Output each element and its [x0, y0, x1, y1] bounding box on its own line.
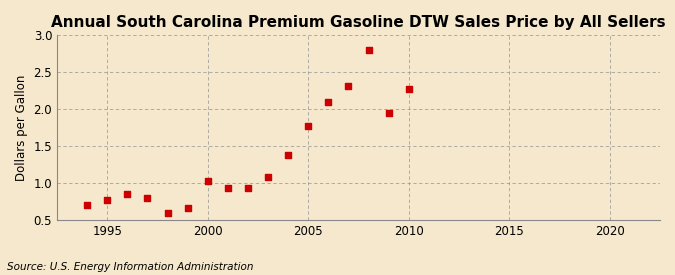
- Point: [323, 100, 333, 104]
- Point: [162, 211, 173, 215]
- Point: [142, 196, 153, 200]
- Point: [102, 198, 113, 202]
- Point: [363, 48, 374, 52]
- Point: [283, 153, 294, 157]
- Y-axis label: Dollars per Gallon: Dollars per Gallon: [15, 75, 28, 181]
- Title: Annual South Carolina Premium Gasoline DTW Sales Price by All Sellers: Annual South Carolina Premium Gasoline D…: [51, 15, 666, 30]
- Point: [343, 84, 354, 89]
- Point: [303, 124, 314, 128]
- Text: Source: U.S. Energy Information Administration: Source: U.S. Energy Information Administ…: [7, 262, 253, 272]
- Point: [202, 179, 213, 183]
- Point: [82, 203, 92, 208]
- Point: [242, 186, 253, 191]
- Point: [383, 111, 394, 115]
- Point: [182, 205, 193, 210]
- Point: [223, 185, 234, 190]
- Point: [122, 192, 133, 196]
- Point: [404, 86, 414, 91]
- Point: [263, 174, 273, 179]
